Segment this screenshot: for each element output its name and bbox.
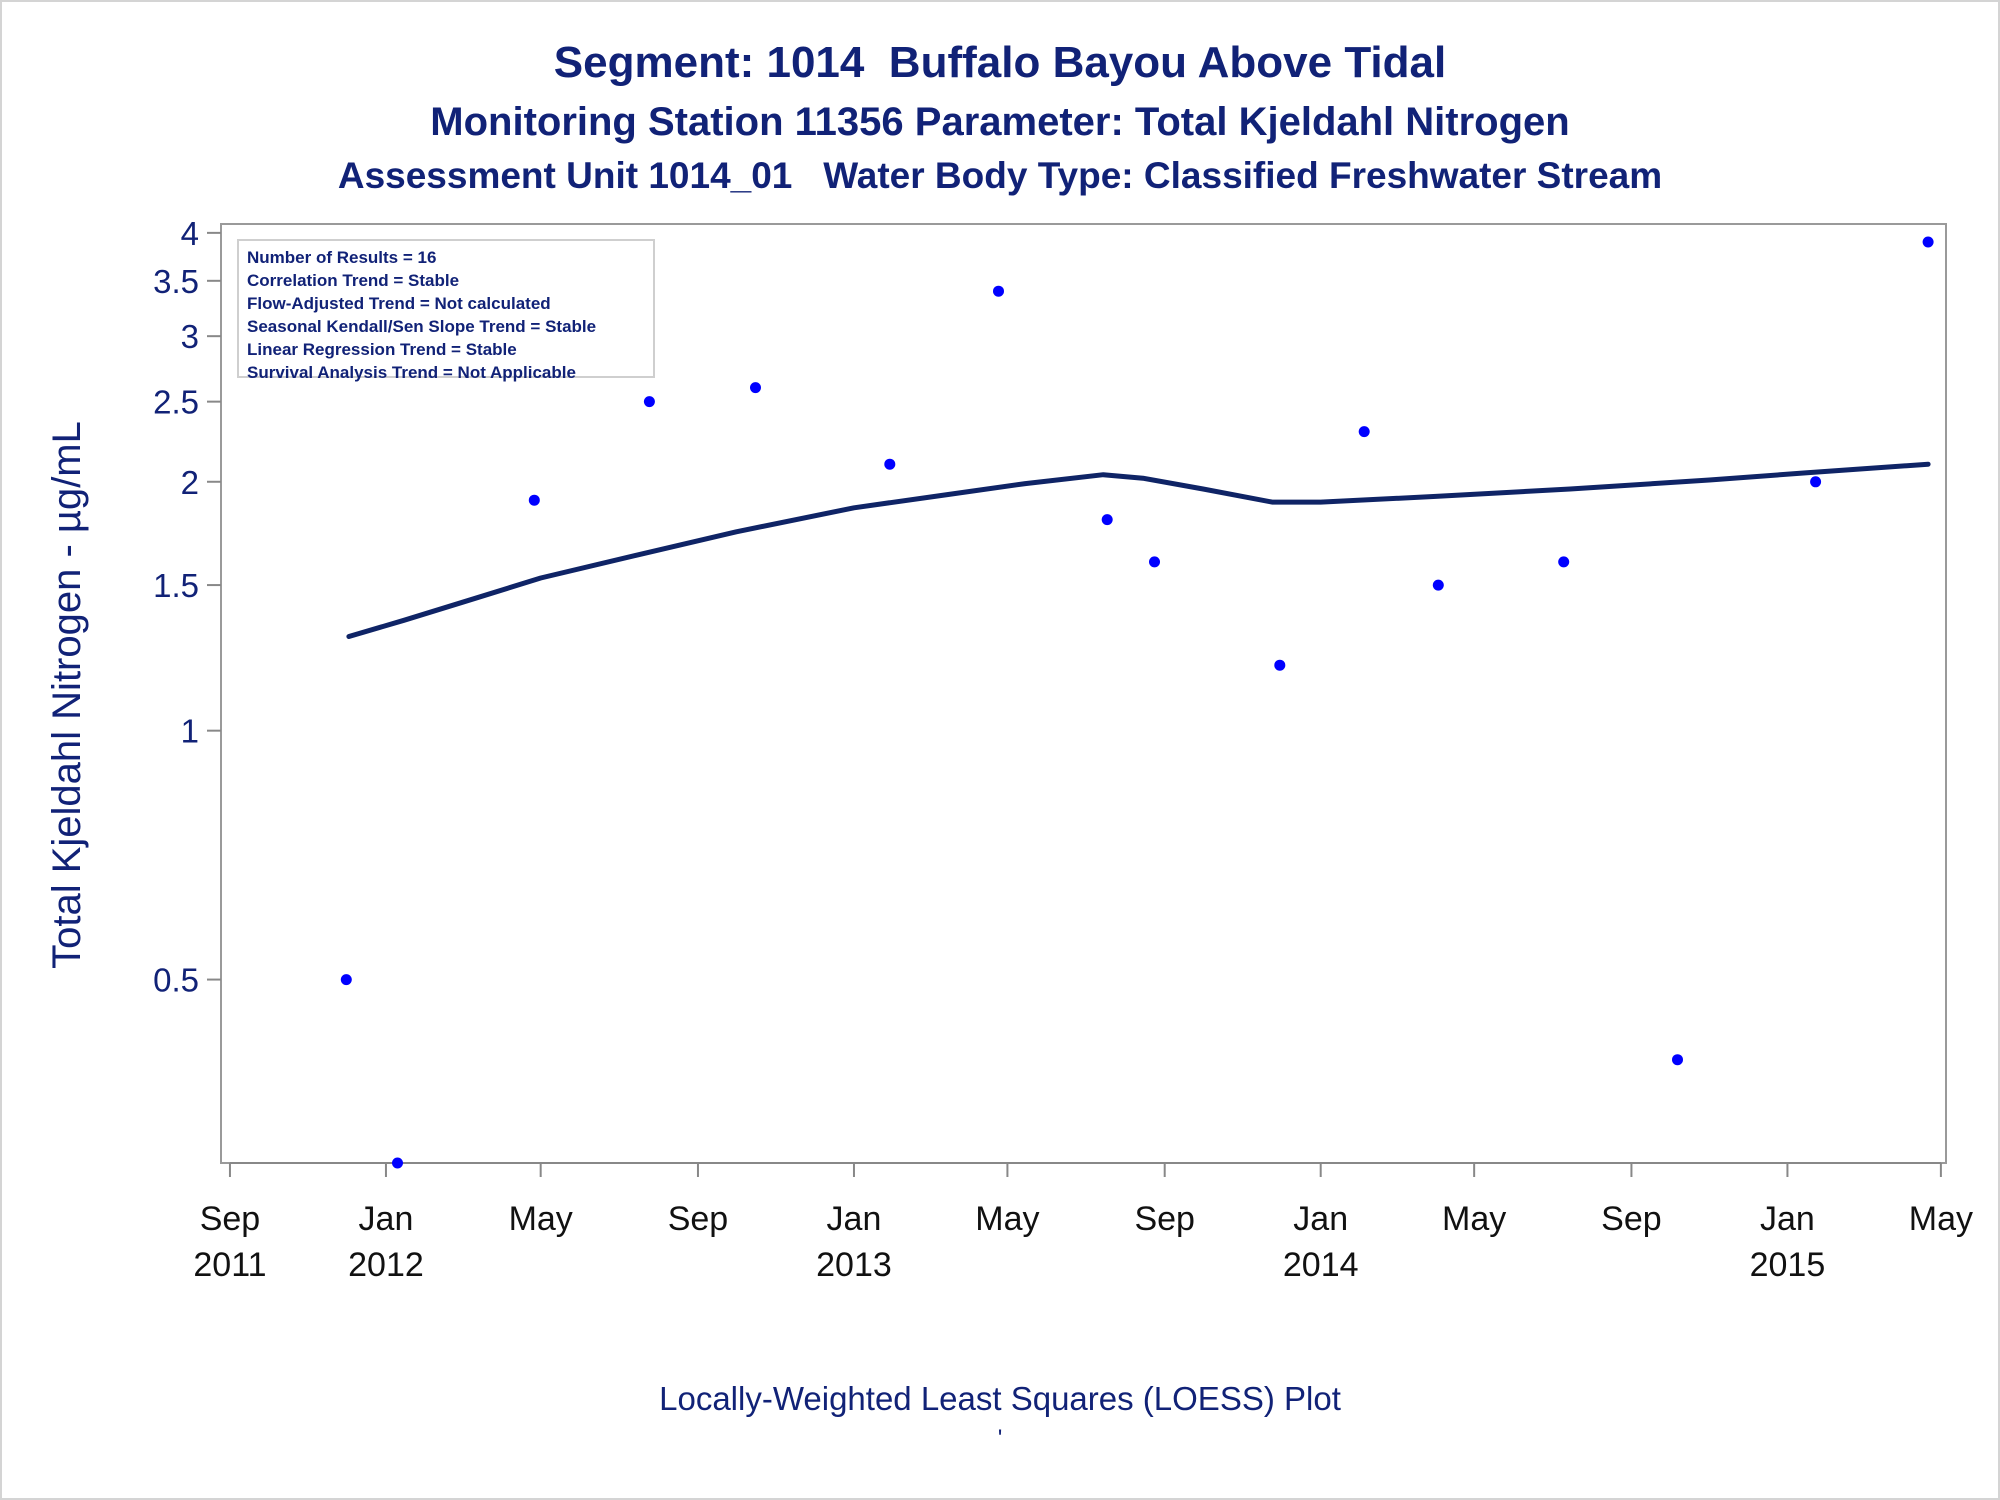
data-point (528, 494, 540, 506)
x-tick-label-year: 2014 (1283, 1246, 1359, 1284)
data-point (1810, 476, 1822, 488)
x-tick-label-month: Sep (1601, 1200, 1662, 1238)
y-tick-label: 3 (181, 318, 199, 355)
x-tick-label-month: Sep (668, 1200, 729, 1238)
data-point (340, 974, 352, 986)
x-tick-label-month: Jan (827, 1200, 882, 1238)
x-tick-label-month: Sep (1134, 1200, 1195, 1238)
x-tick-label-month: May (1909, 1200, 1973, 1238)
y-tick-label: 2 (181, 464, 199, 501)
loess-series (346, 461, 1931, 639)
x-tick-label-month: Jan (359, 1200, 414, 1238)
data-points (340, 236, 1934, 1169)
data-point (1432, 579, 1444, 591)
data-point (1922, 236, 1934, 248)
footnote-mark: ' (997, 1425, 1003, 1452)
trend-stats-box: Number of Results = 16 Correlation Trend… (237, 239, 655, 382)
y-tick-label: 0.5 (153, 962, 199, 999)
y-axis: 0.5 1 1.5 2 2.5 3 3.5 4 (153, 215, 221, 999)
data-point (392, 1157, 403, 1169)
chart-subtitle-assessment: Assessment Unit 1014_01 Water Body Type:… (337, 155, 1663, 196)
data-point (884, 458, 896, 470)
y-axis-label: Total Kjeldahl Nitrogen - µg/mL (45, 421, 89, 969)
data-point (1274, 659, 1286, 671)
data-point (1358, 426, 1370, 438)
y-tick-label: 2.5 (153, 384, 199, 421)
x-tick-label-year: 2015 (1750, 1246, 1826, 1284)
stat-flow-adjusted-trend: Flow-Adjusted Trend = Not calculated (247, 294, 551, 313)
data-point (1558, 556, 1570, 568)
y-tick-label: 1 (181, 713, 199, 750)
stat-correlation-trend: Correlation Trend = Stable (247, 271, 460, 290)
x-tick-label-month: May (975, 1200, 1039, 1238)
data-point (750, 382, 761, 394)
data-point (643, 396, 655, 408)
data-point (1101, 514, 1113, 526)
x-tick-label-month: May (1442, 1200, 1506, 1238)
x-tick-label-month: Jan (1760, 1200, 1815, 1238)
y-tick-label: 4 (181, 215, 199, 252)
stat-linear-regression-trend: Linear Regression Trend = Stable (247, 340, 517, 359)
x-tick-label-year: 2013 (816, 1246, 892, 1284)
x-axis: Sep 2011 Jan 2012 May Sep Jan 2013 May Sep Jan 2014… (193, 1162, 1973, 1284)
x-tick-label-year: 2011 (193, 1246, 266, 1284)
stat-number-of-results: Number of Results = 16 (247, 248, 437, 267)
x-tick-label-month: May (509, 1200, 573, 1238)
data-point (993, 285, 1004, 297)
chart-title: Segment: 1014 Buffalo Bayou Above Tidal (553, 38, 1447, 87)
x-tick-label-year: 2012 (348, 1246, 424, 1284)
x-tick-label-month: Sep (200, 1200, 261, 1238)
data-point (1672, 1054, 1683, 1066)
data-point (1149, 556, 1160, 568)
plot-method-footnote: Locally-Weighted Least Squares (LOESS) P… (659, 1380, 1341, 1417)
stat-survival-analysis-trend: Survival Analysis Trend = Not Applicable (247, 363, 576, 382)
y-tick-label: 1.5 (153, 567, 199, 604)
chart-subtitle-station: Monitoring Station 11356 Parameter: Tota… (430, 100, 1570, 144)
x-tick-label-month: Jan (1293, 1200, 1348, 1238)
stat-seasonal-kendall-trend: Seasonal Kendall/Sen Slope Trend = Stabl… (247, 317, 597, 336)
y-tick-label: 3.5 (153, 263, 199, 300)
loess-curve (346, 461, 1931, 639)
